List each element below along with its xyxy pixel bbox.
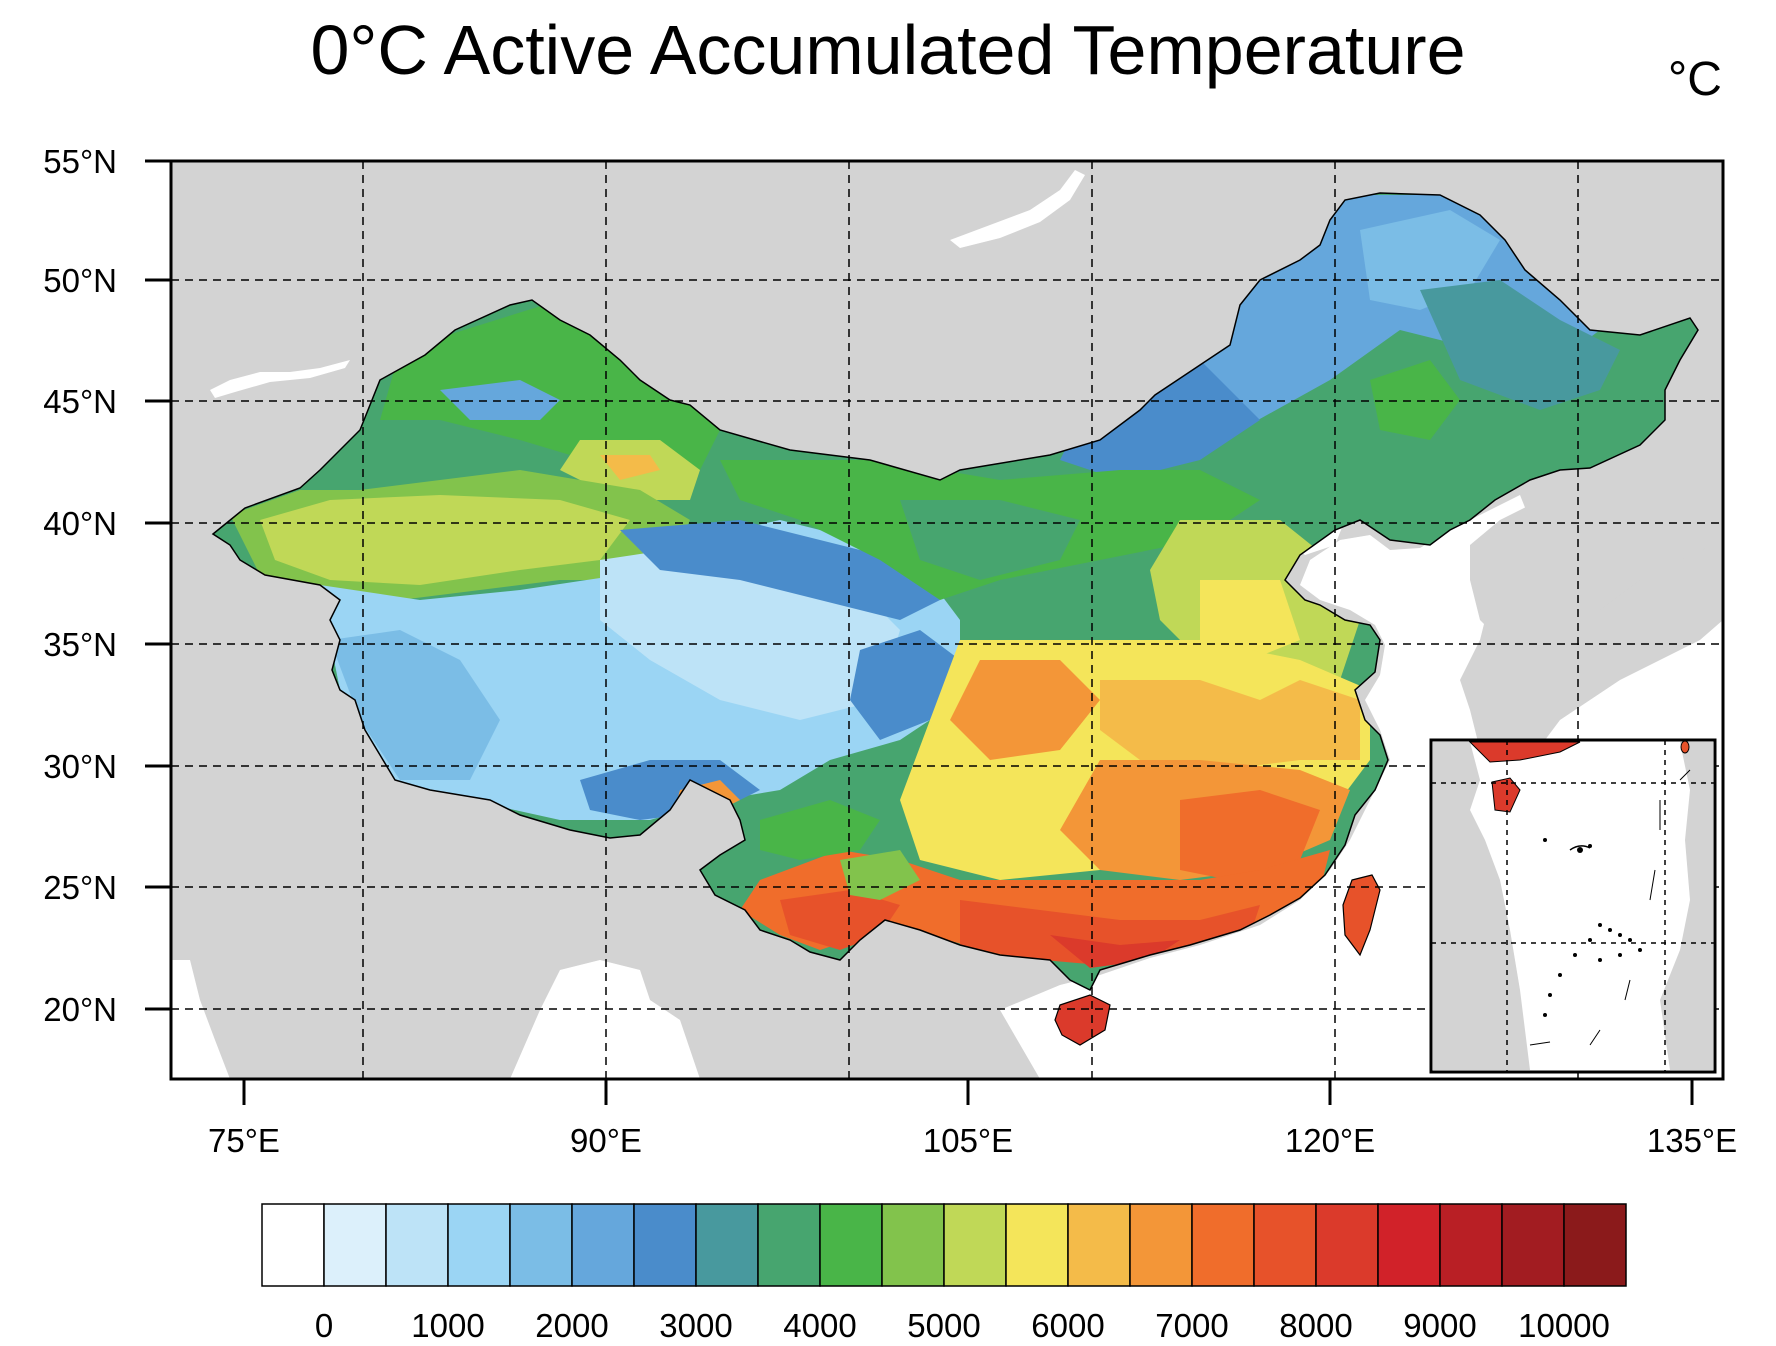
colorbar-label: 9000 (1403, 1307, 1476, 1344)
unit-label: °C (1668, 53, 1722, 106)
colorbar-swatch (757, 1203, 821, 1287)
colorbar-label: 4000 (783, 1307, 856, 1344)
colorbar-swatch (1563, 1203, 1627, 1287)
colorbar-swatch (1253, 1203, 1317, 1287)
colorbar-label: 5000 (907, 1307, 980, 1344)
colorbar-swatch (571, 1203, 635, 1287)
lon-label: 120°E (1285, 1122, 1375, 1159)
lat-label: 55°N (43, 143, 117, 180)
map-title: 0°C Active Accumulated Temperature (310, 11, 1466, 89)
colorbar-label: 10000 (1518, 1307, 1610, 1344)
lat-label: 35°N (43, 626, 117, 663)
colorbar-swatch (509, 1203, 573, 1287)
colorbar (261, 1203, 1627, 1287)
colorbar-swatch (1315, 1203, 1379, 1287)
colorbar-label: 1000 (411, 1307, 484, 1344)
colorbar-label: 0 (315, 1307, 333, 1344)
colorbar-swatch (1439, 1203, 1503, 1287)
colorbar-swatch (1377, 1203, 1441, 1287)
colorbar-swatch (261, 1203, 325, 1287)
colorbar-swatch (1005, 1203, 1069, 1287)
lat-label: 40°N (43, 505, 117, 542)
lon-label: 135°E (1647, 1122, 1737, 1159)
colorbar-swatch (323, 1203, 387, 1287)
lat-label: 20°N (43, 991, 117, 1028)
colorbar-swatch (447, 1203, 511, 1287)
lat-label: 25°N (43, 869, 117, 906)
colorbar-swatch (819, 1203, 883, 1287)
colorbar-swatch (385, 1203, 449, 1287)
map-frame (169, 159, 1725, 1081)
colorbar-swatch (1067, 1203, 1131, 1287)
colorbar-swatch (1191, 1203, 1255, 1287)
colorbar-swatch (695, 1203, 759, 1287)
colorbar-label: 6000 (1031, 1307, 1104, 1344)
lat-label: 30°N (43, 748, 117, 785)
colorbar-swatch (1129, 1203, 1193, 1287)
colorbar-swatch (633, 1203, 697, 1287)
colorbar-label: 2000 (535, 1307, 608, 1344)
inset-map (1429, 738, 1717, 1074)
colorbar-label: 7000 (1155, 1307, 1228, 1344)
colorbar-swatch (1501, 1203, 1565, 1287)
colorbar-swatch (943, 1203, 1007, 1287)
lon-label: 105°E (923, 1122, 1013, 1159)
colorbar-label: 3000 (659, 1307, 732, 1344)
lat-label: 45°N (43, 383, 117, 420)
lon-label: 90°E (570, 1122, 642, 1159)
lat-label: 50°N (43, 262, 117, 299)
colorbar-label: 8000 (1279, 1307, 1352, 1344)
lon-label: 75°E (208, 1122, 280, 1159)
colorbar-swatch (881, 1203, 945, 1287)
